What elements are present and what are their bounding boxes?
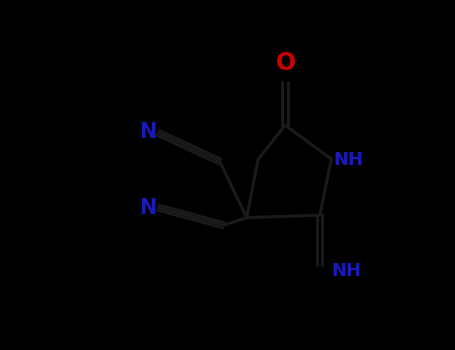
Text: NH: NH — [333, 151, 363, 169]
Text: N: N — [139, 198, 157, 218]
Text: O: O — [276, 51, 296, 75]
Text: N: N — [139, 122, 157, 142]
Text: NH: NH — [331, 262, 361, 280]
